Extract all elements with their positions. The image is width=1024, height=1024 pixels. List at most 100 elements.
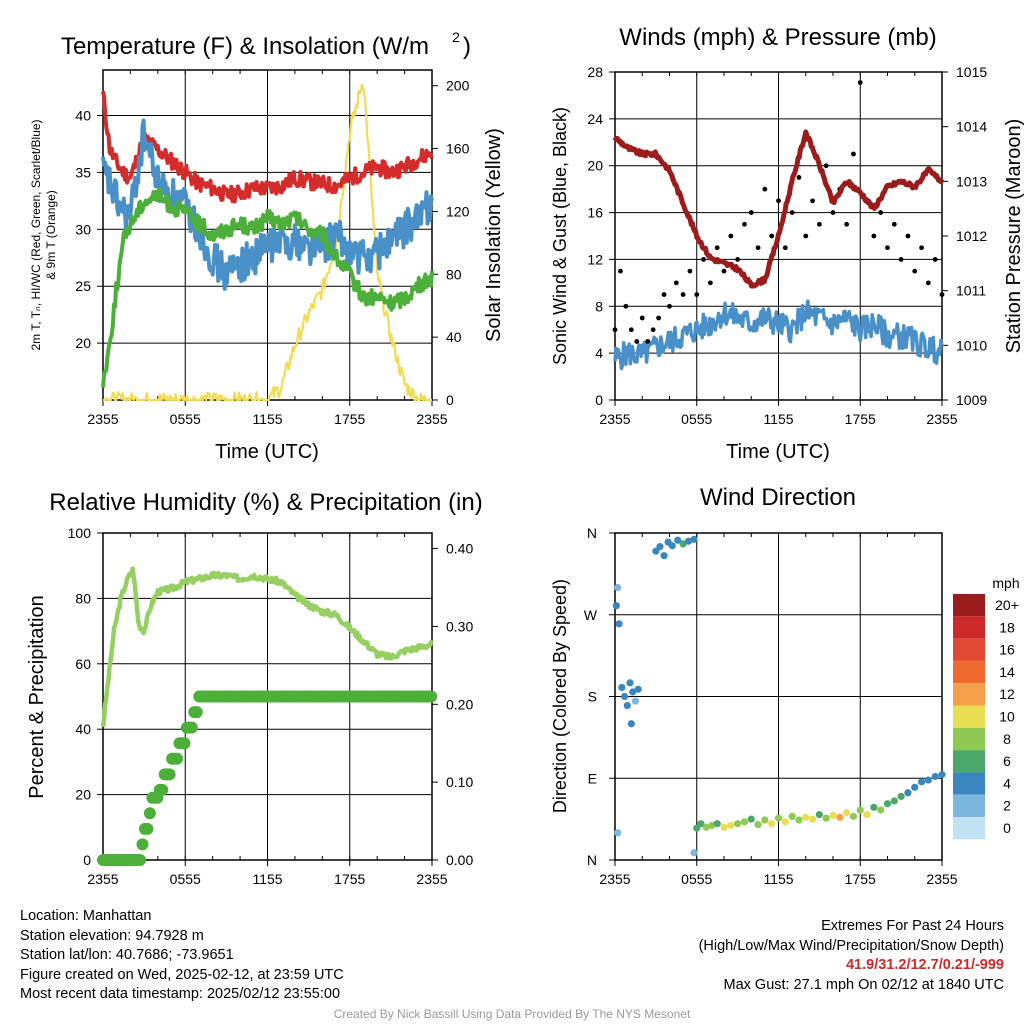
y-tick-label: 0 — [83, 852, 91, 868]
extremes-fields: (High/Low/Max Wind/Precipitation/Snow De… — [698, 937, 1004, 954]
chart-title: Relative Humidity (%) & Precipitation (i… — [49, 489, 482, 516]
direction-point — [931, 772, 939, 781]
direction-point — [679, 540, 687, 548]
colorbar-tick-label: 8 — [1003, 731, 1011, 747]
x-axis-label: Time (UTC) — [726, 441, 830, 463]
gust-point — [823, 163, 829, 169]
colorbar-tick-label: 12 — [999, 686, 1015, 702]
gust-point — [796, 175, 802, 180]
direction-point — [631, 697, 640, 705]
direction-point — [870, 803, 878, 811]
panel-3: 2355 0555 1155 1755 2355 0 20 40 60 80 100 0.00 0.10… — [26, 489, 483, 887]
x-tick-label: 0555 — [681, 411, 712, 427]
gust-point — [878, 210, 884, 215]
colorbar-swatch — [953, 727, 985, 751]
gust-point — [667, 303, 672, 309]
direction-point — [747, 815, 755, 823]
direction-point — [781, 818, 789, 826]
series-line-2m-t — [101, 91, 434, 204]
gust-point — [816, 221, 822, 227]
colorbar-swatch — [953, 594, 985, 617]
gust-point — [650, 327, 656, 333]
gust-point — [844, 221, 850, 227]
colorbar-tick-label: 2 — [1003, 798, 1011, 814]
gust-point — [728, 233, 734, 239]
y-tick-label: N — [587, 852, 597, 868]
precip-point — [425, 690, 438, 703]
gust-point — [661, 292, 667, 297]
direction-point — [917, 778, 926, 786]
y-tick-label: 30 — [75, 221, 91, 237]
colorbar-swatch — [953, 705, 985, 728]
precip-point — [156, 783, 169, 796]
gust-point — [680, 292, 686, 297]
y-right-tick-label: 1013 — [956, 173, 987, 189]
colorbar-tick-label: 0 — [1003, 820, 1011, 836]
y-right-tick-label: 1014 — [956, 119, 987, 135]
gust-point — [939, 292, 945, 297]
title-superscript: 2 — [452, 29, 460, 45]
y-tick-label: 20 — [587, 158, 603, 174]
gust-point — [623, 303, 629, 309]
y-right-tick-label: 0.00 — [446, 852, 473, 868]
x-tick-label: 2355 — [416, 411, 447, 427]
colorbar-tick-label: 14 — [999, 664, 1015, 680]
direction-point — [660, 552, 668, 560]
colorbar-label: mph — [992, 575, 1019, 591]
colorbar-swatch — [953, 750, 985, 773]
colorbar: mph 20+ 18 16 14 12 10 8 6 4 2 0 — [953, 575, 1020, 840]
gust-point — [707, 280, 713, 286]
x-tick-label: 1755 — [334, 411, 365, 427]
gust-point — [687, 268, 693, 274]
colorbar-tick-label: 6 — [1003, 753, 1011, 769]
y-tick-label: E — [588, 770, 597, 786]
direction-point — [713, 820, 721, 828]
direction-point — [634, 685, 642, 693]
y-tick-label: 20 — [75, 335, 91, 351]
gust-point — [891, 221, 897, 227]
colorbar-tick-label: 10 — [999, 709, 1015, 725]
y-tick-label: 28 — [587, 64, 603, 80]
direction-point — [829, 811, 837, 820]
panel-2: 2355 0555 1155 1755 2355 0 4 8 12 16 20 24 28 1009 101… — [550, 24, 1024, 463]
gust-point — [735, 257, 741, 262]
direction-point — [754, 820, 762, 829]
gust-point — [612, 327, 618, 333]
precip-point — [136, 838, 149, 851]
colorbar-swatch — [953, 616, 985, 639]
direction-point — [897, 792, 905, 801]
y-right-tick-label: 0.40 — [446, 541, 473, 557]
direction-point — [924, 776, 932, 784]
gust-point — [898, 257, 904, 262]
y-right-tick-label: 1011 — [956, 283, 986, 299]
gust-point — [925, 280, 931, 286]
gust-point — [871, 233, 877, 239]
x-tick-label: 0555 — [170, 411, 201, 427]
extremes-values: 41.9/31.2/12.7/0.21/-999 — [845, 957, 1004, 974]
y-tick-label: 40 — [75, 721, 91, 737]
extremes-heading: Extremes For Past 24 Hours — [821, 918, 1004, 934]
y-tick-label: 20 — [75, 787, 91, 803]
direction-point — [697, 820, 705, 828]
x-tick-label: 2355 — [599, 411, 630, 427]
direction-point — [629, 688, 637, 696]
y-right-tick-label: 1010 — [956, 337, 987, 353]
direction-point — [727, 821, 735, 830]
x-tick-label: 1755 — [334, 871, 365, 887]
colorbar-swatch — [953, 772, 985, 795]
gust-point — [762, 186, 768, 192]
chart-title: Winds (mph) & Pressure (mb) — [619, 24, 936, 51]
gust-point — [932, 257, 938, 262]
y-tick-label: S — [588, 689, 597, 705]
y-right-tick-label: 160 — [446, 141, 470, 157]
direction-point — [627, 720, 635, 728]
direction-point — [815, 810, 823, 819]
gust-point — [789, 210, 795, 215]
gust-point — [748, 210, 754, 215]
gust-point — [694, 292, 700, 297]
recent-data-text: Most recent data timestamp: 2025/02/12 2… — [20, 986, 341, 1003]
direction-point — [740, 818, 749, 826]
gust-point — [714, 245, 720, 251]
y-tick-label: 35 — [75, 164, 91, 180]
